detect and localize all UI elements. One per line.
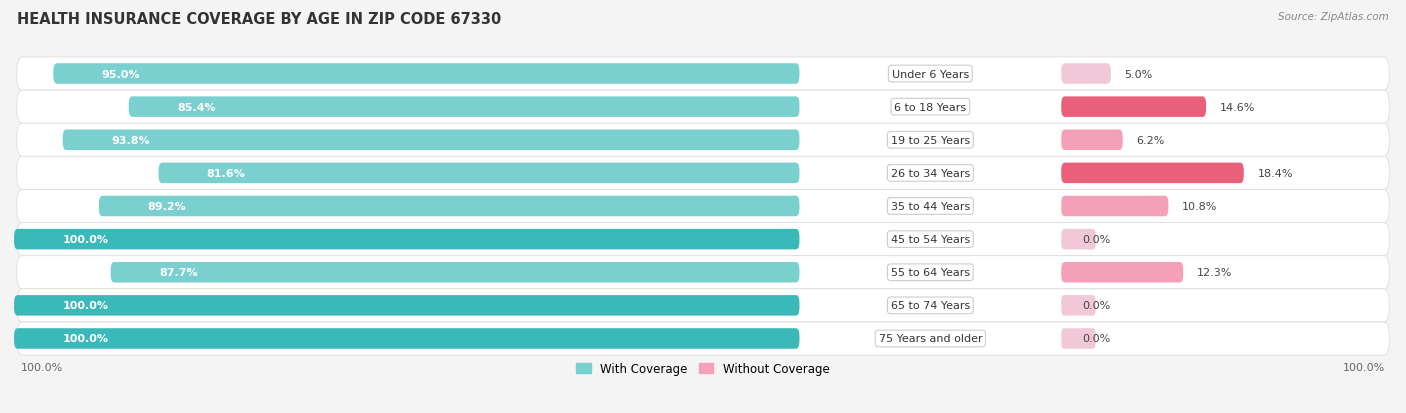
Text: 5.0%: 5.0% — [1125, 69, 1153, 79]
Text: 75 Years and older: 75 Years and older — [879, 334, 983, 344]
Text: 95.0%: 95.0% — [101, 69, 141, 79]
Text: Source: ZipAtlas.com: Source: ZipAtlas.com — [1278, 12, 1389, 22]
FancyBboxPatch shape — [1062, 130, 1123, 151]
Text: 93.8%: 93.8% — [111, 135, 149, 145]
Text: 19 to 25 Years: 19 to 25 Years — [891, 135, 970, 145]
Text: 14.6%: 14.6% — [1220, 102, 1256, 112]
Text: 0.0%: 0.0% — [1083, 301, 1111, 311]
Text: 89.2%: 89.2% — [148, 202, 186, 211]
Text: 12.3%: 12.3% — [1197, 268, 1233, 278]
Text: 55 to 64 Years: 55 to 64 Years — [891, 268, 970, 278]
Text: 81.6%: 81.6% — [207, 169, 246, 178]
FancyBboxPatch shape — [1062, 64, 1111, 85]
FancyBboxPatch shape — [17, 124, 1389, 157]
Text: 65 to 74 Years: 65 to 74 Years — [891, 301, 970, 311]
FancyBboxPatch shape — [1062, 328, 1095, 349]
FancyBboxPatch shape — [111, 262, 800, 283]
FancyBboxPatch shape — [14, 229, 800, 250]
FancyBboxPatch shape — [17, 157, 1389, 190]
FancyBboxPatch shape — [129, 97, 800, 118]
FancyBboxPatch shape — [17, 322, 1389, 355]
Text: 0.0%: 0.0% — [1083, 334, 1111, 344]
Text: 45 to 54 Years: 45 to 54 Years — [891, 235, 970, 244]
FancyBboxPatch shape — [1062, 196, 1168, 217]
FancyBboxPatch shape — [17, 256, 1389, 289]
Text: 10.8%: 10.8% — [1182, 202, 1218, 211]
FancyBboxPatch shape — [98, 196, 800, 217]
FancyBboxPatch shape — [1062, 163, 1244, 184]
Text: 6 to 18 Years: 6 to 18 Years — [894, 102, 966, 112]
FancyBboxPatch shape — [17, 190, 1389, 223]
FancyBboxPatch shape — [53, 64, 800, 85]
Text: 100.0%: 100.0% — [62, 301, 108, 311]
Text: 100.0%: 100.0% — [62, 235, 108, 244]
Text: 100.0%: 100.0% — [21, 363, 63, 373]
FancyBboxPatch shape — [1062, 97, 1206, 118]
FancyBboxPatch shape — [14, 295, 800, 316]
FancyBboxPatch shape — [14, 328, 800, 349]
FancyBboxPatch shape — [159, 163, 800, 184]
Text: 26 to 34 Years: 26 to 34 Years — [891, 169, 970, 178]
Text: 100.0%: 100.0% — [62, 334, 108, 344]
Text: 6.2%: 6.2% — [1136, 135, 1166, 145]
FancyBboxPatch shape — [17, 91, 1389, 124]
FancyBboxPatch shape — [63, 130, 800, 151]
FancyBboxPatch shape — [17, 289, 1389, 322]
Text: Under 6 Years: Under 6 Years — [891, 69, 969, 79]
FancyBboxPatch shape — [17, 58, 1389, 91]
FancyBboxPatch shape — [17, 223, 1389, 256]
FancyBboxPatch shape — [1062, 229, 1095, 250]
Text: 35 to 44 Years: 35 to 44 Years — [891, 202, 970, 211]
Legend: With Coverage, Without Coverage: With Coverage, Without Coverage — [572, 357, 834, 380]
Text: HEALTH INSURANCE COVERAGE BY AGE IN ZIP CODE 67330: HEALTH INSURANCE COVERAGE BY AGE IN ZIP … — [17, 12, 501, 27]
Text: 18.4%: 18.4% — [1257, 169, 1294, 178]
Text: 87.7%: 87.7% — [159, 268, 197, 278]
Text: 85.4%: 85.4% — [177, 102, 215, 112]
Text: 0.0%: 0.0% — [1083, 235, 1111, 244]
FancyBboxPatch shape — [1062, 295, 1095, 316]
Text: 100.0%: 100.0% — [1343, 363, 1385, 373]
FancyBboxPatch shape — [1062, 262, 1184, 283]
